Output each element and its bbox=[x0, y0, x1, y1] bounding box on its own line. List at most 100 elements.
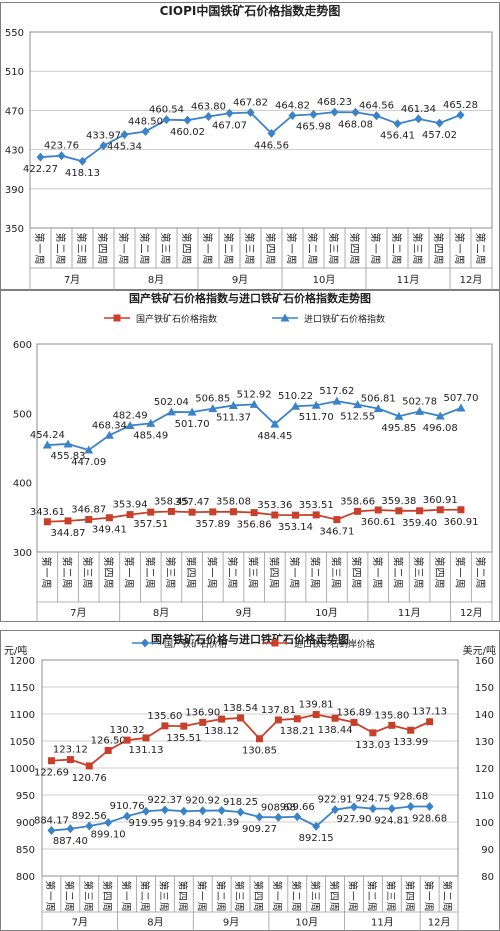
x-tick-label: 第 bbox=[117, 233, 130, 243]
data-point bbox=[293, 715, 301, 723]
data-point bbox=[369, 729, 377, 737]
data-label: 922.37 bbox=[147, 795, 182, 806]
data-label: 464.56 bbox=[359, 101, 394, 112]
x-tick-label: 第 bbox=[40, 557, 53, 567]
x-tick-label: 周 bbox=[81, 579, 93, 589]
x-tick-label: 第 bbox=[214, 881, 226, 891]
x-tick-label: 周 bbox=[101, 902, 112, 912]
x-tick-label: 周 bbox=[412, 579, 424, 589]
data-point bbox=[350, 718, 358, 726]
data-label: 346.71 bbox=[319, 527, 354, 538]
x-tick-label: 第 bbox=[252, 881, 264, 891]
data-label: 496.08 bbox=[423, 423, 458, 434]
chart-title: 国产铁矿石价格与进口铁矿石价格走势图 bbox=[151, 632, 349, 646]
data-label: 924.81 bbox=[374, 816, 409, 827]
data-point bbox=[142, 734, 150, 742]
month-label: 10月 bbox=[313, 274, 336, 286]
legend: 国产铁矿石价格 进口铁矿石到岸价格 bbox=[132, 638, 375, 650]
y-tick-label: 600 bbox=[13, 340, 32, 351]
x-tick-label: 第 bbox=[123, 557, 136, 567]
x-tick-label: 一 bbox=[453, 568, 464, 578]
y-tick-label: 470 bbox=[5, 106, 24, 117]
data-point bbox=[217, 805, 226, 815]
data-point bbox=[270, 419, 280, 428]
data-label: 887.40 bbox=[53, 836, 88, 847]
data-label: 346.87 bbox=[71, 505, 106, 516]
data-point bbox=[274, 716, 282, 724]
x-tick-label: 第 bbox=[101, 881, 113, 891]
data-label: 135.60 bbox=[147, 711, 182, 722]
data-label: 928.68 bbox=[393, 792, 428, 803]
x-tick-label: 第 bbox=[143, 557, 156, 567]
month-label: 9月 bbox=[232, 274, 248, 286]
x-tick-label: 第 bbox=[309, 557, 322, 567]
data-point bbox=[42, 440, 52, 449]
data-label: 353.14 bbox=[278, 522, 313, 533]
x-tick-label: 三 bbox=[81, 568, 92, 578]
x-tick-label: 周 bbox=[222, 255, 234, 265]
data-point bbox=[63, 439, 73, 448]
month-label: 7月 bbox=[64, 274, 80, 286]
x-tick-label: 周 bbox=[328, 902, 339, 912]
y-axis-label: 元/吨 bbox=[4, 644, 27, 657]
data-label: 359.38 bbox=[381, 496, 416, 507]
x-tick-label: 周 bbox=[290, 902, 301, 912]
data-label: 136.89 bbox=[337, 707, 372, 718]
x-tick-label: 周 bbox=[306, 255, 318, 265]
x-tick-label: 第 bbox=[453, 233, 466, 243]
y2-tick-label: 120 bbox=[475, 764, 494, 775]
month-label: 11月 bbox=[398, 607, 421, 619]
data-label: 357.47 bbox=[175, 497, 210, 508]
legend-label: 进口铁矿石到岸价格 bbox=[294, 638, 375, 650]
data-label: 353.36 bbox=[257, 500, 292, 511]
x-tick-label: 周 bbox=[233, 902, 244, 912]
x-tick-label: 第 bbox=[222, 233, 235, 243]
legend-marker bbox=[141, 638, 149, 648]
data-point bbox=[350, 802, 358, 812]
data-point bbox=[395, 507, 403, 515]
x-tick-label: 三 bbox=[158, 891, 169, 901]
month-label: 10月 bbox=[315, 607, 338, 619]
x-tick-label: 二 bbox=[61, 568, 72, 578]
x-tick-label: 一 bbox=[205, 568, 216, 578]
data-label: 927.90 bbox=[337, 814, 372, 825]
data-point bbox=[188, 508, 196, 516]
y-tick-label: 1200 bbox=[10, 656, 35, 667]
data-label: 357.89 bbox=[195, 519, 230, 530]
x-tick-label: 周 bbox=[63, 902, 74, 912]
x-tick-label: 三 bbox=[327, 244, 338, 254]
data-point bbox=[372, 111, 381, 121]
x-tick-label: 第 bbox=[96, 233, 109, 243]
data-label: 484.45 bbox=[257, 431, 292, 442]
x-tick-label: 三 bbox=[384, 891, 395, 901]
x-tick-label: 三 bbox=[309, 891, 320, 901]
x-tick-label: 周 bbox=[453, 579, 465, 589]
data-point bbox=[166, 407, 176, 416]
data-point bbox=[85, 762, 93, 770]
data-point bbox=[354, 507, 362, 515]
data-point bbox=[237, 714, 245, 722]
x-tick-label: 三 bbox=[164, 568, 175, 578]
x-tick-label: 周 bbox=[96, 255, 108, 265]
x-tick-label: 一 bbox=[123, 568, 134, 578]
legend-label: 进口铁矿石价格指数 bbox=[304, 313, 385, 325]
data-label: 137.81 bbox=[261, 705, 296, 716]
data-label: 360.91 bbox=[423, 495, 458, 506]
x-tick-label: 第 bbox=[327, 233, 340, 243]
x-tick-label: 第 bbox=[390, 233, 403, 243]
y2-tick-label: 160 bbox=[475, 656, 494, 667]
x-tick-label: 三 bbox=[412, 568, 423, 578]
x-tick-label: 周 bbox=[159, 255, 171, 265]
x-tick-label: 三 bbox=[233, 891, 244, 901]
legend: 国产铁矿石价格指数 进口铁矿石价格指数 bbox=[104, 313, 385, 325]
data-label: 512.92 bbox=[237, 389, 272, 400]
data-label: 122.69 bbox=[34, 768, 69, 779]
month-label: 11月 bbox=[397, 274, 420, 286]
data-point bbox=[387, 804, 396, 814]
data-point bbox=[393, 119, 402, 129]
data-point bbox=[43, 518, 51, 526]
y2-tick-label: 80 bbox=[481, 872, 494, 883]
x-tick-label: 二 bbox=[214, 891, 225, 901]
data-point bbox=[288, 110, 297, 120]
